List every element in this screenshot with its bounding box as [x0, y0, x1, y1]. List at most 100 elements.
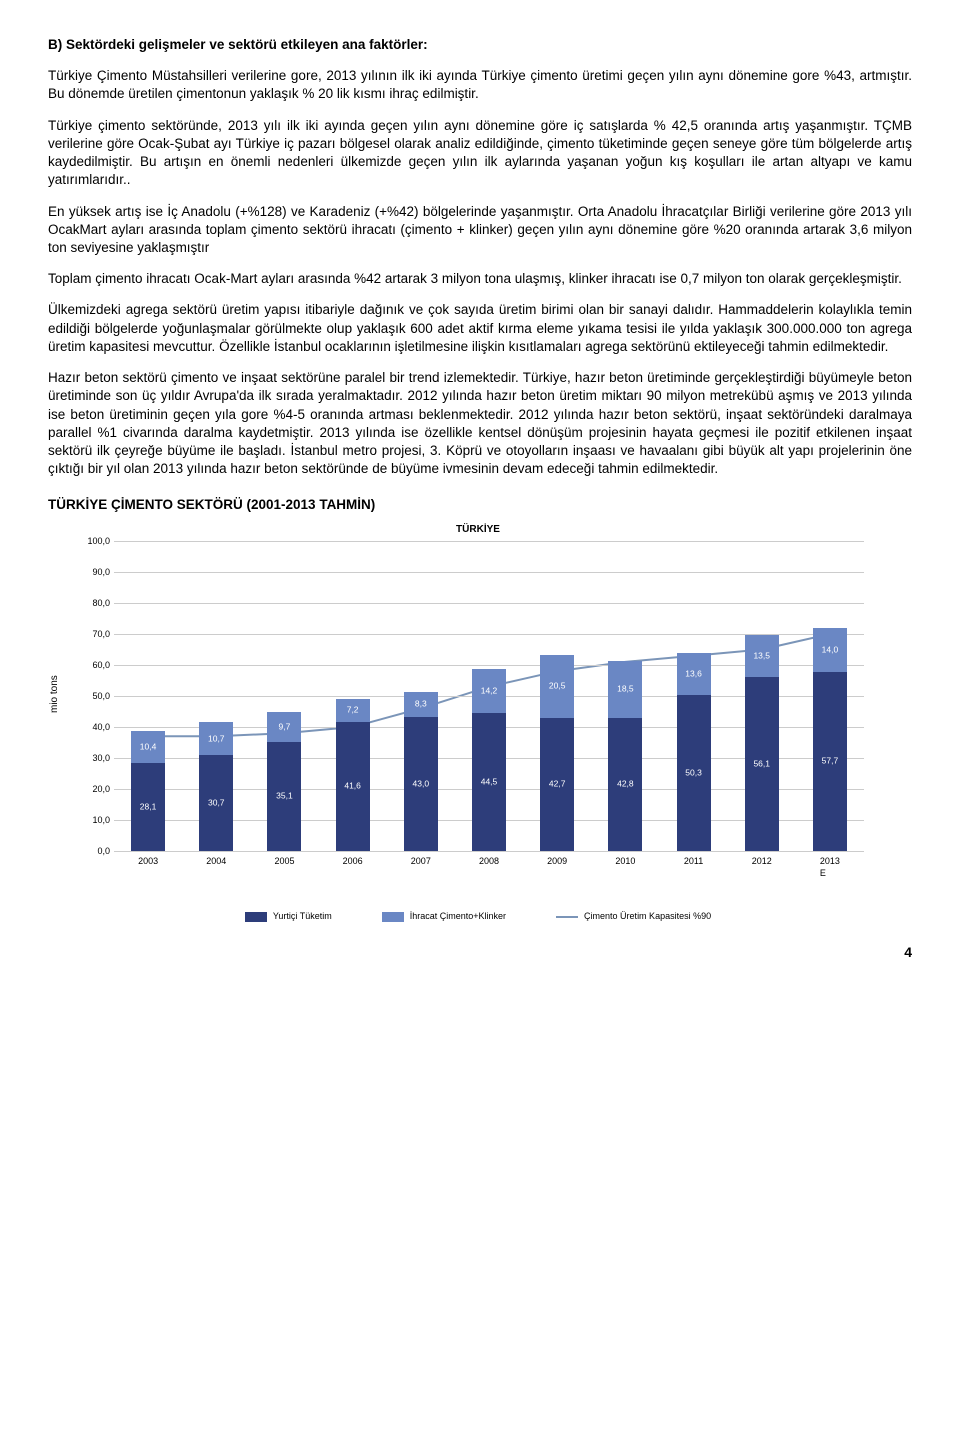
bar-segment-export: 8,3: [404, 692, 438, 718]
legend-swatch-line-icon: [556, 916, 578, 918]
bar-group: 9,735,12005: [267, 712, 301, 851]
bar-value-label: 9,7: [279, 721, 291, 732]
x-tick-label: 2003: [138, 855, 158, 867]
bar-segment-export: 7,2: [336, 699, 370, 721]
bar-value-label: 28,1: [140, 801, 157, 812]
x-tick-label: 2008: [479, 855, 499, 867]
bar-group: 14,244,52008: [472, 669, 506, 851]
bar-segment-export: 9,7: [267, 712, 301, 742]
bar-segment-domestic: 57,7: [813, 672, 847, 851]
bar-group: 7,241,62006: [336, 699, 370, 850]
bar-segment-domestic: 35,1: [267, 742, 301, 851]
bar-group: 20,542,72009: [540, 655, 574, 851]
legend-item-domestic: Yurtiçi Tüketim: [245, 910, 332, 922]
bar-segment-export: 10,7: [199, 722, 233, 755]
x-tick-label: 2009: [547, 855, 567, 867]
bar-value-label: 10,7: [208, 733, 225, 744]
x-tick-label: 2004: [206, 855, 226, 867]
bar-group: 18,542,82010: [608, 661, 642, 851]
x-tick-label: 2006: [343, 855, 363, 867]
legend-label: Çimento Üretim Kapasitesi %90: [584, 910, 711, 922]
bar-segment-export: 18,5: [608, 661, 642, 718]
bar-segment-domestic: 50,3: [677, 695, 711, 851]
bar-value-label: 56,1: [753, 758, 770, 769]
y-tick-label: 40,0: [80, 721, 110, 733]
bar-value-label: 57,7: [822, 755, 839, 766]
y-tick-label: 50,0: [80, 690, 110, 702]
legend-item-capacity: Çimento Üretim Kapasitesi %90: [556, 910, 711, 922]
bar-group: 10,730,72004: [199, 722, 233, 850]
bar-value-label: 10,4: [140, 742, 157, 753]
grid-line: [114, 851, 864, 852]
y-tick-label: 60,0: [80, 659, 110, 671]
legend-swatch-bar-icon: [245, 912, 267, 922]
bar-segment-domestic: 42,8: [608, 718, 642, 851]
y-tick-label: 10,0: [80, 814, 110, 826]
bar-value-label: 18,5: [617, 684, 634, 695]
x-tick-label: 2012: [752, 855, 772, 867]
bar-segment-export: 14,0: [813, 628, 847, 671]
paragraph: Ülkemizdeki agrega sektörü üretim yapısı…: [48, 301, 912, 356]
x-tick-label: 2011: [684, 855, 703, 867]
y-axis-label: mio tons: [48, 675, 62, 713]
bar-value-label: 14,2: [481, 685, 498, 696]
bar-value-label: 30,7: [208, 797, 225, 808]
bar-value-label: 42,7: [549, 779, 566, 790]
bar-group: 10,428,12003: [131, 731, 165, 850]
grid-line: [114, 541, 864, 542]
bar-group: 14,057,72013 E: [813, 628, 847, 850]
legend-label: İhracat Çimento+Klinker: [410, 910, 506, 922]
y-tick-label: 80,0: [80, 597, 110, 609]
chart-legend: Yurtiçi Tüketim İhracat Çimento+Klinker …: [68, 910, 888, 922]
y-tick-label: 70,0: [80, 628, 110, 640]
section-heading: B) Sektördeki gelişmeler ve sektörü etki…: [48, 36, 912, 54]
bar-value-label: 41,6: [344, 780, 361, 791]
chart-title: TÜRKİYE: [68, 523, 888, 537]
bar-segment-domestic: 30,7: [199, 755, 233, 850]
bar-group: 13,556,12012: [745, 635, 779, 851]
grid-line: [114, 572, 864, 573]
paragraph: Hazır beton sektörü çimento ve inşaat se…: [48, 369, 912, 478]
bar-segment-domestic: 42,7: [540, 718, 574, 850]
bar-value-label: 20,5: [549, 681, 566, 692]
bar-value-label: 14,0: [822, 644, 839, 655]
bar-value-label: 13,5: [753, 650, 770, 661]
bar-value-label: 7,2: [347, 705, 359, 716]
page-number: 4: [48, 943, 912, 962]
bar-segment-export: 20,5: [540, 655, 574, 719]
paragraph: Toplam çimento ihracatı Ocak-Mart ayları…: [48, 270, 912, 288]
paragraph: Türkiye Çimento Müstahsilleri verilerine…: [48, 67, 912, 103]
legend-label: Yurtiçi Tüketim: [273, 910, 332, 922]
chart-plot-area: 0,010,020,030,040,050,060,070,080,090,01…: [114, 541, 864, 852]
bar-segment-export: 13,6: [677, 653, 711, 695]
bar-value-label: 43,0: [413, 778, 430, 789]
y-tick-label: 0,0: [80, 845, 110, 857]
bar-value-label: 42,8: [617, 779, 634, 790]
cement-sector-chart: TÜRKİYE mio tons 0,010,020,030,040,050,0…: [68, 523, 888, 923]
legend-item-export: İhracat Çimento+Klinker: [382, 910, 506, 922]
grid-line: [114, 603, 864, 604]
bar-value-label: 13,6: [685, 668, 702, 679]
bar-group: 8,343,02007: [404, 692, 438, 851]
bar-segment-export: 13,5: [745, 635, 779, 677]
x-tick-label: 2005: [274, 855, 294, 867]
bar-value-label: 35,1: [276, 790, 293, 801]
y-tick-label: 20,0: [80, 783, 110, 795]
chart-section-title: TÜRKİYE ÇİMENTO SEKTÖRÜ (2001-2013 TAHMİ…: [48, 496, 912, 514]
bar-segment-domestic: 56,1: [745, 677, 779, 851]
bar-segment-domestic: 41,6: [336, 722, 370, 851]
y-tick-label: 100,0: [80, 535, 110, 547]
x-tick-label: 2010: [615, 855, 635, 867]
y-tick-label: 30,0: [80, 752, 110, 764]
bar-segment-domestic: 44,5: [472, 713, 506, 851]
bar-segment-export: 10,4: [131, 731, 165, 763]
x-tick-label: 2007: [411, 855, 431, 867]
x-tick-label: 2013 E: [820, 855, 840, 879]
paragraph: En yüksek artış ise İç Anadolu (+%128) v…: [48, 203, 912, 258]
bar-segment-export: 14,2: [472, 669, 506, 713]
y-tick-label: 90,0: [80, 566, 110, 578]
bar-segment-domestic: 43,0: [404, 717, 438, 850]
paragraph: Türkiye çimento sektöründe, 2013 yılı il…: [48, 117, 912, 190]
legend-swatch-bar-icon: [382, 912, 404, 922]
bar-segment-domestic: 28,1: [131, 763, 165, 850]
